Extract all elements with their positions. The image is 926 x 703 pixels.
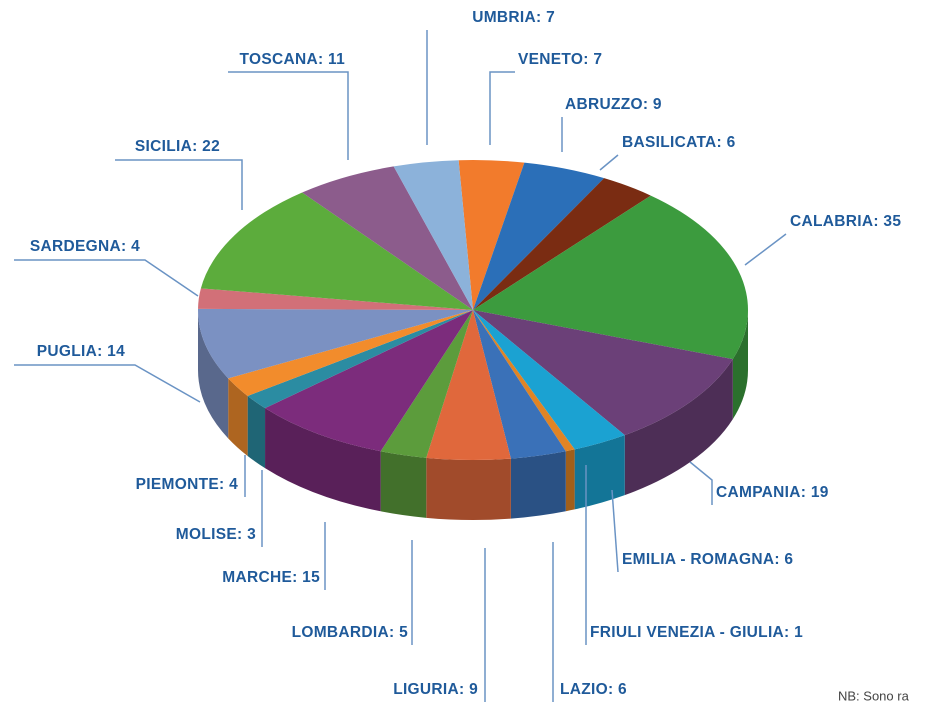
slice	[473, 178, 651, 310]
data-label: CALABRIA: 35	[790, 213, 901, 230]
slice	[473, 310, 575, 452]
slice	[393, 160, 473, 310]
data-label: BASILICATA: 6	[622, 134, 736, 151]
leader-line	[611, 489, 619, 573]
slice	[198, 288, 473, 310]
data-label: PIEMONTE: 4	[136, 476, 238, 493]
slice	[228, 310, 473, 396]
data-label: LOMBARDIA: 5	[292, 624, 408, 641]
slice	[265, 310, 473, 452]
slice-side	[265, 408, 381, 512]
data-label: MARCHE: 15	[222, 569, 320, 586]
slice	[380, 310, 473, 458]
slice-side	[732, 310, 748, 420]
leader-line	[14, 364, 201, 403]
slice	[458, 160, 525, 310]
data-label: LIGURIA: 9	[393, 681, 478, 698]
leader-line	[489, 71, 515, 145]
slice	[302, 166, 473, 310]
data-label: SICILIA: 22	[135, 138, 220, 155]
slice	[198, 308, 473, 379]
slice	[473, 162, 605, 310]
slice-side	[624, 359, 733, 496]
slice	[473, 310, 625, 450]
data-label: TOSCANA: 11	[239, 51, 345, 68]
leader-line	[115, 159, 243, 210]
data-label: FRIULI VENEZIA - GIULIA: 1	[590, 624, 803, 641]
slice-side	[426, 457, 511, 521]
leader-line	[228, 71, 349, 160]
slice-side	[198, 310, 229, 439]
slice	[247, 310, 473, 409]
leader-line	[599, 154, 619, 171]
slice	[200, 192, 473, 310]
note: NB: Sono ra	[838, 688, 910, 703]
slice-side	[510, 451, 566, 519]
slice-side	[565, 449, 575, 512]
leader-line	[744, 233, 787, 266]
data-label: PUGLIA: 14	[37, 343, 125, 360]
slice	[473, 310, 733, 436]
slice	[426, 310, 511, 460]
data-label: UMBRIA: 7	[472, 9, 555, 26]
leader-line	[689, 461, 713, 505]
data-label: ABRUZZO: 9	[565, 96, 662, 113]
data-label: SARDEGNA: 4	[30, 238, 140, 255]
slice-side	[380, 451, 427, 518]
slice	[473, 195, 748, 360]
data-label: LAZIO: 6	[560, 681, 627, 698]
slice	[473, 310, 566, 459]
data-label: EMILIA - ROMAGNA: 6	[622, 551, 793, 568]
slice-side	[228, 378, 248, 456]
data-label: VENETO: 7	[518, 51, 602, 68]
leader-line	[14, 259, 199, 297]
data-label: CAMPANIA: 19	[716, 484, 829, 501]
data-label: MOLISE: 3	[176, 526, 256, 543]
slice-side	[247, 395, 266, 469]
